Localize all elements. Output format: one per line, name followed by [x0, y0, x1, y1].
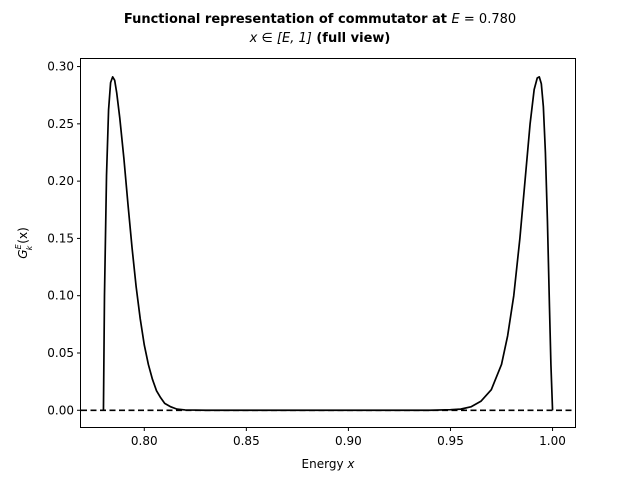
- y-axis-label: GE k(x): [14, 227, 34, 258]
- y-tick-label: 0.25: [47, 117, 74, 131]
- svg-text:GEk(x): GE k(x): [14, 227, 34, 258]
- plot-area: [81, 76, 575, 412]
- x-tick-label: 0.80: [131, 434, 158, 448]
- x-tick-label: 0.85: [233, 434, 260, 448]
- x-tick-label: 0.90: [335, 434, 362, 448]
- y-tick-label: 0.15: [47, 231, 74, 245]
- chart-title-line-1: Functional representation of commutator …: [124, 12, 516, 27]
- y-tick-label: 0.00: [47, 403, 74, 417]
- y-tick-label: 0.05: [47, 346, 74, 360]
- y-axis-ticks: 0.00 0.05 0.10 0.15 0.20 0.25 0.30: [47, 60, 81, 417]
- x-tick-label: 0.95: [437, 434, 464, 448]
- axes-frame: [80, 58, 576, 428]
- y-tick-label: 0.30: [47, 60, 74, 74]
- x-tick-label: 1.00: [539, 434, 566, 448]
- y-tick-label: 0.10: [47, 289, 74, 303]
- y-tick-label: 0.20: [47, 174, 74, 188]
- chart-title-line-2: x ∈ [E, 1] (full view): [249, 31, 391, 46]
- x-axis-label: Energy x: [302, 457, 356, 471]
